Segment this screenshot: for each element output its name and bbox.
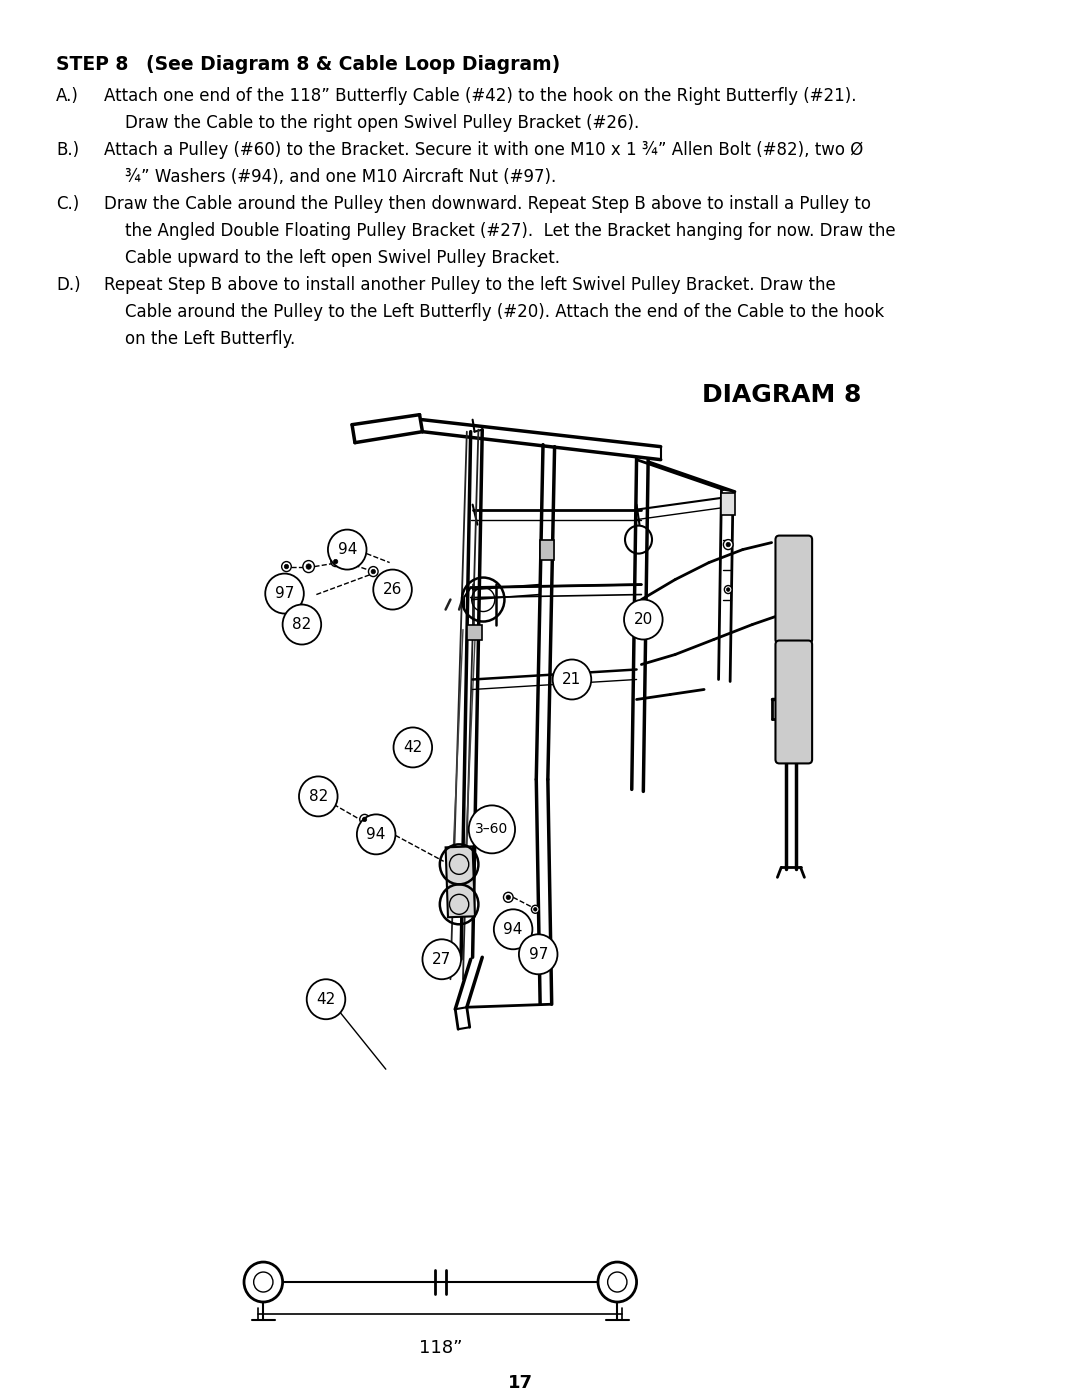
Circle shape	[724, 539, 733, 549]
Circle shape	[372, 570, 376, 574]
Text: 26: 26	[383, 583, 402, 597]
Text: B.): B.)	[56, 141, 79, 159]
Circle shape	[422, 939, 461, 979]
Text: on the Left Butterfly.: on the Left Butterfly.	[104, 330, 296, 348]
Text: the Angled Double Floating Pulley Bracket (#27).  Let the Bracket hanging for no: the Angled Double Floating Pulley Bracke…	[104, 222, 895, 240]
Circle shape	[307, 979, 346, 1020]
Bar	[467, 624, 483, 640]
Text: 17: 17	[509, 1375, 534, 1391]
Circle shape	[726, 542, 730, 546]
Circle shape	[363, 817, 367, 821]
Text: 3–60: 3–60	[475, 823, 509, 837]
Text: 82: 82	[293, 617, 311, 631]
Text: (See Diagram 8 & Cable Loop Diagram): (See Diagram 8 & Cable Loop Diagram)	[133, 54, 561, 74]
Text: 82: 82	[309, 789, 328, 803]
Circle shape	[534, 908, 537, 911]
Text: A.): A.)	[56, 87, 79, 105]
Text: Repeat Step B above to install another Pulley to the left Swivel Pulley Bracket.: Repeat Step B above to install another P…	[104, 275, 836, 293]
Text: Cable upward to the left open Swivel Pulley Bracket.: Cable upward to the left open Swivel Pul…	[104, 249, 561, 267]
Text: 42: 42	[403, 740, 422, 754]
Circle shape	[299, 777, 338, 816]
Bar	[540, 539, 554, 560]
Circle shape	[507, 895, 511, 900]
Text: C.): C.)	[56, 194, 79, 212]
Circle shape	[282, 562, 292, 571]
Text: Attach one end of the 118” Butterfly Cable (#42) to the hook on the Right Butter: Attach one end of the 118” Butterfly Cab…	[104, 87, 856, 105]
Circle shape	[374, 570, 411, 609]
Circle shape	[531, 905, 539, 914]
Text: D.): D.)	[56, 275, 81, 293]
Circle shape	[283, 605, 321, 644]
Circle shape	[266, 574, 303, 613]
Text: Cable around the Pulley to the Left Butterfly (#20). Attach the end of the Cable: Cable around the Pulley to the Left Butt…	[104, 303, 885, 321]
Text: 21: 21	[563, 672, 582, 687]
Circle shape	[469, 806, 515, 854]
Circle shape	[328, 529, 366, 570]
Circle shape	[334, 559, 338, 564]
Text: Draw the Cable to the right open Swivel Pulley Bracket (#26).: Draw the Cable to the right open Swivel …	[104, 115, 639, 131]
Text: Attach a Pulley (#60) to the Bracket. Secure it with one M10 x 1 ¾” Allen Bolt (: Attach a Pulley (#60) to the Bracket. Se…	[104, 141, 863, 159]
FancyBboxPatch shape	[775, 535, 812, 644]
Circle shape	[368, 567, 378, 577]
Circle shape	[624, 599, 663, 640]
Text: 97: 97	[274, 587, 294, 601]
Bar	[446, 847, 475, 918]
FancyBboxPatch shape	[775, 640, 812, 763]
Circle shape	[393, 728, 432, 767]
Circle shape	[553, 659, 591, 700]
Text: DIAGRAM 8: DIAGRAM 8	[702, 383, 861, 407]
Circle shape	[302, 560, 314, 573]
Circle shape	[330, 556, 340, 567]
Text: STEP 8: STEP 8	[56, 54, 129, 74]
Text: 94: 94	[503, 922, 523, 937]
Text: ¾” Washers (#94), and one M10 Aircraft Nut (#97).: ¾” Washers (#94), and one M10 Aircraft N…	[104, 168, 556, 186]
Circle shape	[725, 585, 732, 594]
Bar	[721, 493, 735, 514]
Text: 118”: 118”	[419, 1338, 462, 1356]
Text: 94: 94	[366, 827, 386, 842]
Text: 20: 20	[634, 612, 653, 627]
Circle shape	[518, 935, 557, 974]
Circle shape	[306, 564, 311, 569]
Circle shape	[284, 564, 288, 569]
Circle shape	[494, 909, 532, 950]
Circle shape	[360, 814, 369, 824]
Circle shape	[356, 814, 395, 855]
Text: 27: 27	[432, 951, 451, 967]
Text: 97: 97	[528, 947, 548, 961]
Circle shape	[727, 588, 730, 591]
Circle shape	[503, 893, 513, 902]
Text: 42: 42	[316, 992, 336, 1007]
Text: 94: 94	[338, 542, 356, 557]
Text: Draw the Cable around the Pulley then downward. Repeat Step B above to install a: Draw the Cable around the Pulley then do…	[104, 194, 872, 212]
